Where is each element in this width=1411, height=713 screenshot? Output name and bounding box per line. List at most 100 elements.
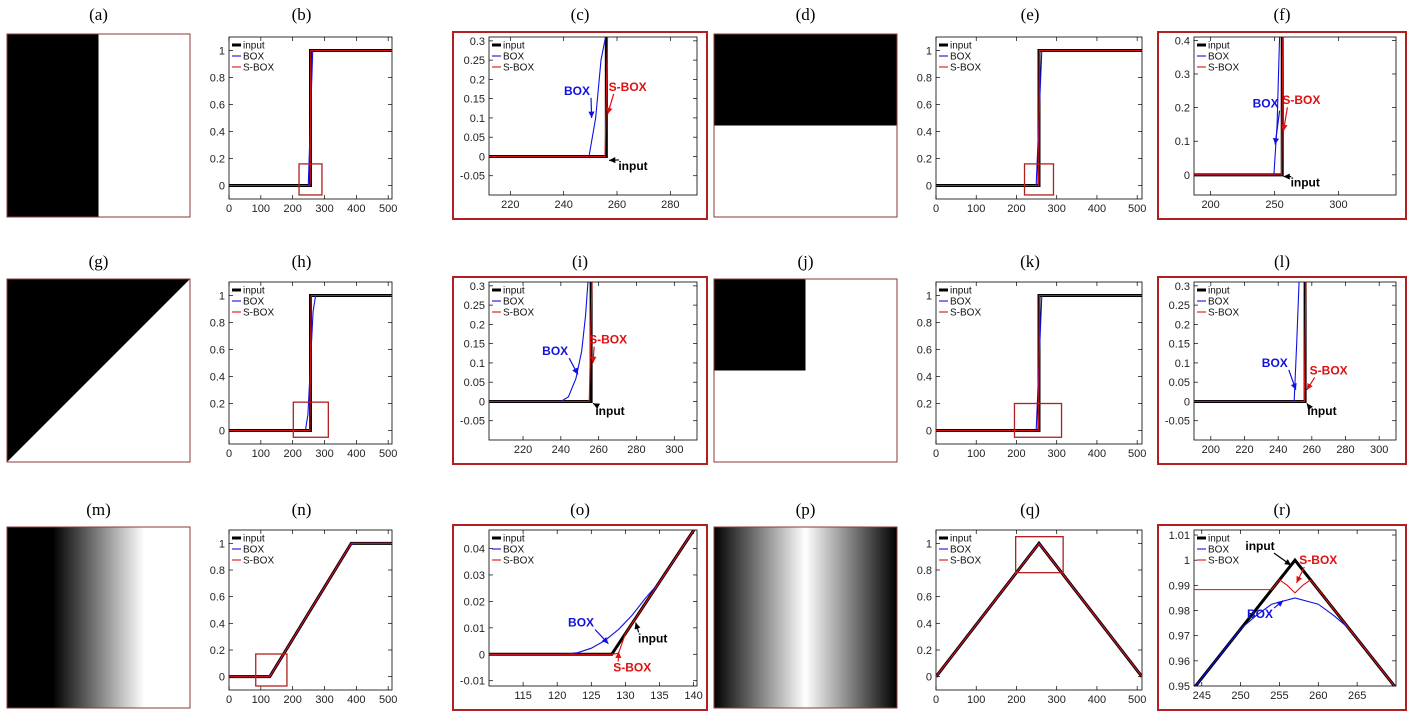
legend-entry-box: BOX xyxy=(243,52,264,63)
panel-label-f: (f) xyxy=(1274,5,1291,24)
panel-label-k: (k) xyxy=(1020,252,1040,271)
y-tick-label: 0 xyxy=(219,181,225,193)
x-tick-label: 0 xyxy=(226,694,232,706)
legend-entry-sbox: S-BOX xyxy=(503,308,534,319)
x-tick-label: 260 xyxy=(1309,690,1327,702)
y-tick-label: -0.05 xyxy=(1165,416,1190,428)
y-tick-label: 0.8 xyxy=(917,318,932,330)
x-tick-label: 240 xyxy=(552,444,570,456)
annotation-label: BOX xyxy=(1262,356,1288,370)
x-tick-label: 280 xyxy=(1336,444,1354,456)
legend-entry-input: input xyxy=(243,41,265,52)
y-tick-label: 1 xyxy=(219,538,225,550)
y-tick-label: 0.6 xyxy=(917,345,932,357)
legend-entry-box: BOX xyxy=(243,545,264,556)
panel-j: (j) xyxy=(713,252,898,463)
axes-frame-f xyxy=(1193,36,1397,196)
data-area-l xyxy=(1194,282,1307,403)
legend-entry-sbox: S-BOX xyxy=(950,556,981,567)
legend-entry-input: input xyxy=(1208,286,1230,297)
x-tick-label: 500 xyxy=(379,203,397,215)
annotation-input: input xyxy=(608,157,648,173)
y-tick-label: 0.3 xyxy=(470,36,485,48)
annotation-box: BOX xyxy=(1262,356,1297,391)
y-tick-label: 0.25 xyxy=(464,55,485,67)
zoom-panel-frame xyxy=(1157,276,1407,465)
axes-frame-q xyxy=(935,529,1143,691)
x-tick-label: 300 xyxy=(665,444,683,456)
y-tick-label: 0.2 xyxy=(470,74,485,86)
annotation-label: S-BOX xyxy=(1310,363,1348,377)
annotation-arrow-head xyxy=(1306,382,1313,390)
y-tick-label: 0.2 xyxy=(470,319,485,331)
x-tick-label: 400 xyxy=(347,203,365,215)
x-tick-label: 500 xyxy=(379,694,397,706)
annotation-sbox: S-BOX xyxy=(613,651,651,674)
y-tick-label: -0.01 xyxy=(460,676,485,688)
panel-b: (b) 0 100 200 300 400 500 0 0.2 0.4 0.6 0.8 1 inputBO… xyxy=(210,5,398,215)
x-tick-label: 220 xyxy=(1235,444,1253,456)
annotation-input: input xyxy=(1283,173,1320,190)
x-tick-label: 220 xyxy=(514,444,532,456)
annotation-input: input xyxy=(592,402,625,418)
y-tick-label: 0.05 xyxy=(1169,377,1190,389)
legend-entry-sbox: S-BOX xyxy=(950,308,981,319)
annotation-arrow-head xyxy=(1283,173,1290,180)
y-tick-label: 0 xyxy=(926,426,932,438)
axes-frame-o xyxy=(488,529,698,687)
y-tick-label: 0 xyxy=(1184,396,1190,408)
annotation-arrow-head xyxy=(1306,403,1313,411)
y-tick-label: 1 xyxy=(926,46,932,58)
series-line-sbox xyxy=(489,530,695,655)
panel-label-e: (e) xyxy=(1021,5,1040,24)
x-tick-label: 200 xyxy=(283,203,301,215)
y-tick-label: 0 xyxy=(479,151,485,163)
x-tick-label: 250 xyxy=(1231,690,1249,702)
y-tick-label: 0 xyxy=(219,426,225,438)
y-tick-label: 0.01 xyxy=(464,623,485,635)
data-area-k xyxy=(936,294,1142,432)
legend-entry-input: input xyxy=(1208,41,1230,52)
panel-p: (p) xyxy=(713,500,898,709)
annotation-arrow-head xyxy=(590,356,597,363)
panel-h: (h) 0 100 200 300 400 500 0 0.2 0.4 0.6 0.8 1 inputBO… xyxy=(210,252,398,460)
data-area-b xyxy=(229,49,392,187)
y-tick-label: 0.6 xyxy=(917,592,932,604)
annotation-arrow-head xyxy=(572,367,578,375)
x-tick-label: 140 xyxy=(684,690,702,702)
y-tick-label: 0 xyxy=(479,396,485,408)
y-tick-label: -0.05 xyxy=(460,416,485,428)
y-tick-label: 0.2 xyxy=(1175,103,1190,115)
legend-entry-box: BOX xyxy=(950,297,971,308)
panel-label-d: (d) xyxy=(796,5,816,24)
y-tick-label: 0 xyxy=(479,649,485,661)
x-tick-label: 255 xyxy=(1270,690,1288,702)
x-tick-label: 300 xyxy=(1048,448,1066,460)
y-tick-label: 1 xyxy=(219,46,225,58)
legend-entry-input: input xyxy=(243,286,265,297)
image-d-frame xyxy=(713,33,898,218)
legend-entry-sbox: S-BOX xyxy=(243,63,274,74)
annotation-label: S-BOX xyxy=(609,80,647,94)
y-tick-label: 0.4 xyxy=(210,618,225,630)
x-tick-label: 0 xyxy=(933,448,939,460)
x-tick-label: 300 xyxy=(1048,203,1066,215)
zoom-panel-frame xyxy=(1157,31,1407,220)
legend-entry-box: BOX xyxy=(503,297,524,308)
legend-entry-sbox: S-BOX xyxy=(243,308,274,319)
y-tick-label: 0.2 xyxy=(917,645,932,657)
annotation-arrow-head xyxy=(588,111,595,118)
image-m-frame xyxy=(6,526,191,709)
series-line-sbox xyxy=(936,294,1142,432)
zoom-region-box xyxy=(292,401,329,438)
annotation-label: input xyxy=(638,631,667,645)
annotation-arrow-head xyxy=(606,107,613,115)
panel-n: (n) 0 100 200 300 400 500 0 0.2 0.4 0.6 0.8 1 inputBO… xyxy=(210,500,398,706)
legend-entry-input: input xyxy=(503,286,525,297)
y-tick-label: 0.25 xyxy=(464,300,485,312)
legend-entry-input: input xyxy=(243,534,265,545)
y-tick-label: 0.8 xyxy=(210,318,225,330)
y-tick-label: 0.4 xyxy=(210,127,225,139)
